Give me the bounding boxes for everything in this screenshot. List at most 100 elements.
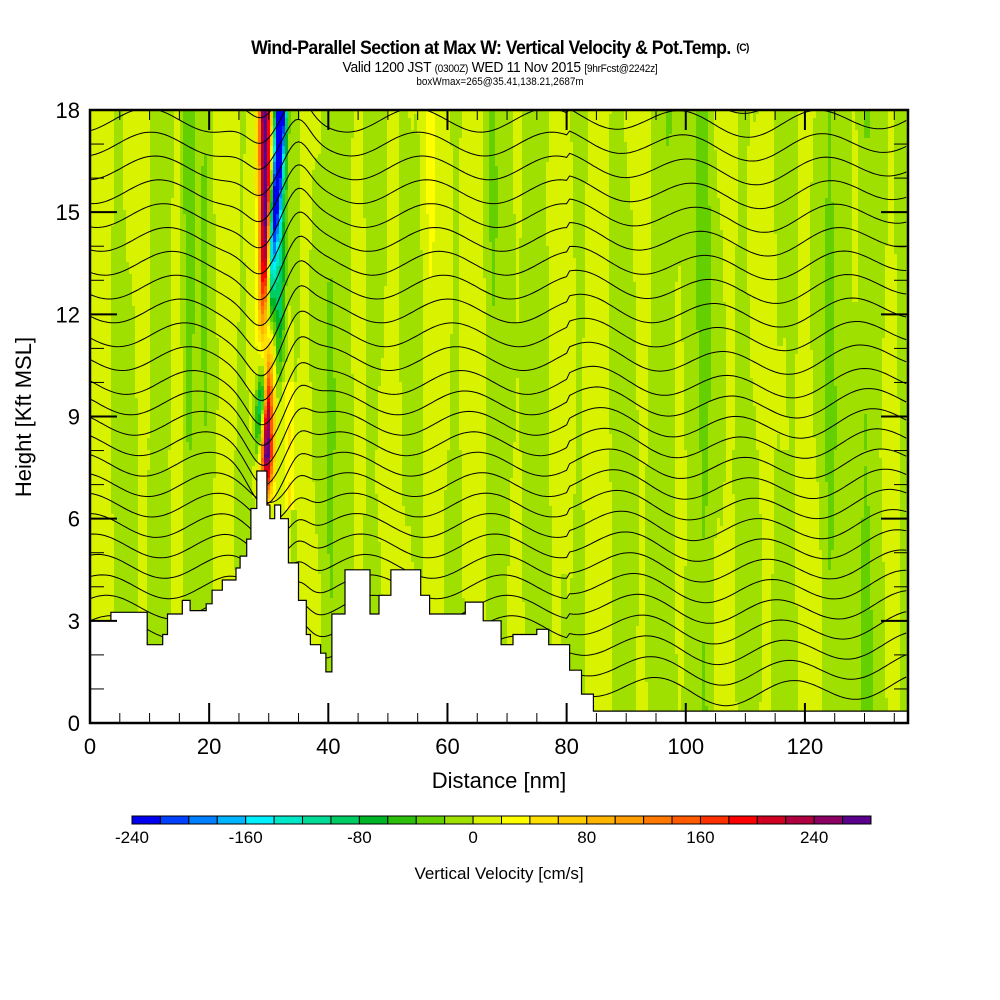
field-cell — [147, 146, 151, 151]
field-cell — [129, 114, 133, 119]
field-cell — [96, 470, 100, 475]
field-cell — [135, 526, 139, 531]
field-cell — [162, 342, 166, 347]
field-cell — [162, 338, 166, 343]
field-cell — [129, 138, 133, 143]
field-cell — [165, 294, 169, 299]
field-cell — [117, 282, 121, 287]
field-cell — [186, 262, 190, 267]
field-cell — [114, 478, 118, 483]
field-cell — [171, 422, 175, 427]
field-cell — [132, 574, 136, 579]
field-cell — [165, 142, 169, 147]
field-cell — [111, 138, 115, 143]
field-cell — [165, 414, 169, 419]
field-cell — [99, 430, 103, 435]
field-cell — [99, 570, 103, 575]
field-cell — [174, 278, 178, 283]
field-cell — [93, 386, 97, 391]
field-cell — [144, 438, 148, 443]
field-cell — [156, 502, 160, 507]
field-cell — [99, 370, 103, 375]
field-cell — [111, 242, 115, 247]
field-cell — [111, 286, 115, 291]
field-cell — [111, 530, 115, 535]
field-cell — [117, 454, 121, 459]
field-cell — [159, 410, 163, 415]
field-cell — [144, 510, 148, 515]
field-cell — [144, 482, 148, 487]
field-cell — [168, 190, 172, 195]
field-cell — [183, 290, 187, 295]
field-cell — [180, 474, 184, 479]
field-cell — [126, 474, 130, 479]
field-cell — [171, 550, 175, 555]
field-cell — [132, 554, 136, 559]
field-cell — [162, 550, 166, 555]
field-cell — [135, 198, 139, 203]
field-cell — [147, 498, 151, 503]
field-cell — [135, 114, 139, 119]
field-cell — [144, 602, 148, 607]
field-cell — [177, 354, 181, 359]
field-cell — [144, 526, 148, 531]
field-cell — [168, 262, 172, 267]
field-cell — [135, 578, 139, 583]
field-cell — [177, 466, 181, 471]
field-cell — [126, 202, 130, 207]
field-cell — [117, 186, 121, 191]
field-cell — [174, 174, 178, 179]
field-cell — [96, 538, 100, 543]
field-cell — [93, 254, 97, 259]
field-cell — [174, 306, 178, 311]
field-cell — [135, 470, 139, 475]
field-cell — [165, 314, 169, 319]
field-cell — [180, 590, 184, 595]
field-cell — [111, 494, 115, 499]
field-cell — [126, 322, 130, 327]
field-cell — [162, 478, 166, 483]
field-cell — [126, 306, 130, 311]
field-cell — [165, 122, 169, 127]
field-cell — [138, 198, 142, 203]
field-cell — [159, 234, 163, 239]
field-cell — [99, 582, 103, 587]
field-cell — [135, 598, 139, 603]
field-cell — [135, 214, 139, 219]
field-cell — [144, 138, 148, 143]
field-cell — [165, 382, 169, 387]
field-cell — [177, 294, 181, 299]
field-cell — [165, 522, 169, 527]
field-cell — [168, 530, 172, 535]
field-cell — [129, 150, 133, 155]
field-cell — [177, 174, 181, 179]
field-cell — [111, 438, 115, 443]
field-cell — [171, 270, 175, 275]
field-cell — [153, 334, 157, 339]
field-cell — [123, 374, 127, 379]
field-cell — [183, 558, 187, 563]
field-cell — [159, 342, 163, 347]
field-cell — [105, 194, 109, 199]
field-cell — [138, 178, 142, 183]
field-cell — [174, 206, 178, 211]
field-cell — [156, 266, 160, 271]
field-cell — [129, 118, 133, 123]
field-cell — [99, 114, 103, 119]
field-cell — [135, 330, 139, 335]
field-cell — [93, 590, 97, 595]
field-cell — [132, 346, 136, 351]
field-cell — [174, 290, 178, 295]
field-cell — [117, 398, 121, 403]
field-cell — [183, 410, 187, 415]
field-cell — [126, 130, 130, 135]
field-cell — [123, 358, 127, 363]
field-cell — [96, 394, 100, 399]
field-cell — [174, 194, 178, 199]
field-cell — [129, 350, 133, 355]
field-cell — [111, 254, 115, 259]
field-cell — [165, 502, 169, 507]
field-cell — [129, 242, 133, 247]
field-cell — [93, 238, 97, 243]
field-cell — [162, 506, 166, 511]
